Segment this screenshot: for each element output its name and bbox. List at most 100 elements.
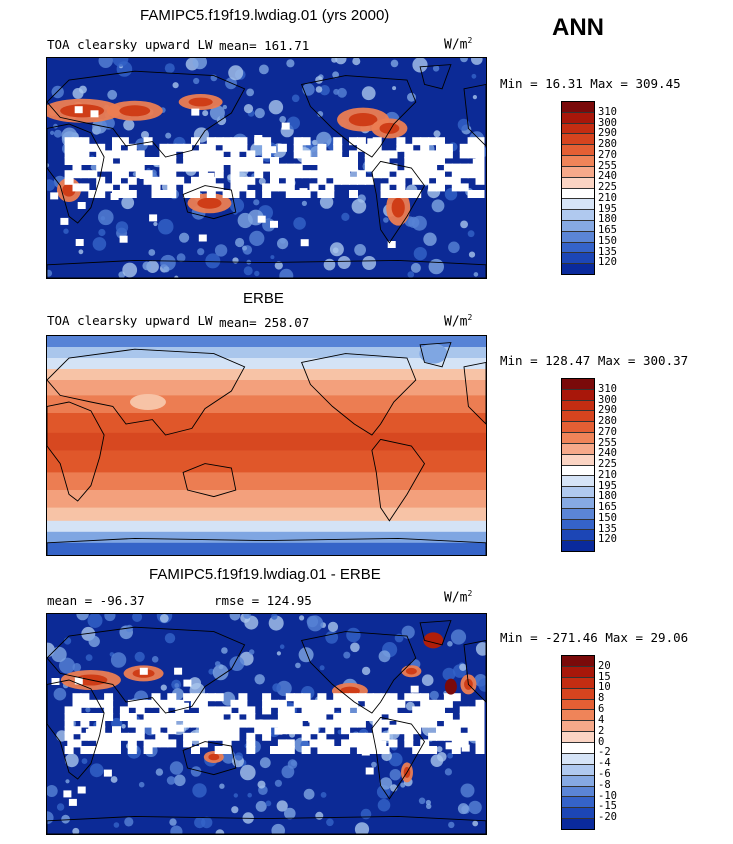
panel-3-min-max: Min = -271.46 Max = 29.06 bbox=[500, 630, 689, 645]
colorbar-swatch bbox=[562, 156, 594, 167]
colorbar-swatch bbox=[562, 134, 594, 146]
colorbar-tick-label: 135 bbox=[598, 522, 617, 535]
panel-2-min-max: Min = 128.47 Max = 300.37 bbox=[500, 353, 689, 368]
colorbar-swatch bbox=[562, 677, 594, 689]
colorbar-swatch bbox=[562, 775, 594, 787]
colorbar-tick-label: 290 bbox=[598, 127, 617, 140]
colorbar-tick-label: -10 bbox=[598, 789, 617, 802]
colorbar-swatch bbox=[562, 699, 594, 711]
colorbar-tick-label: 6 bbox=[598, 703, 605, 716]
colorbar-tick-label: 20 bbox=[598, 659, 611, 672]
colorbar-tick-label: 280 bbox=[598, 415, 617, 427]
colorbar-swatch bbox=[562, 797, 594, 809]
colorbar-swatch bbox=[562, 389, 594, 401]
colorbar-tick-label: -15 bbox=[598, 800, 617, 813]
colorbar-swatch bbox=[562, 656, 594, 667]
panel-1-mean: mean= 161.71 bbox=[219, 38, 310, 53]
colorbar-swatch bbox=[562, 422, 594, 434]
colorbar-tick-label: 280 bbox=[598, 138, 617, 150]
colorbar-swatch bbox=[562, 123, 594, 135]
colorbar-tick-label: -20 bbox=[598, 811, 617, 824]
colorbar-swatch bbox=[562, 819, 594, 829]
colorbar-swatch bbox=[562, 497, 594, 509]
colorbar-swatch bbox=[562, 519, 594, 531]
colorbar-tick-label: 255 bbox=[598, 436, 617, 449]
colorbar-tick-label: 300 bbox=[598, 393, 617, 406]
colorbar-tick-label: 180 bbox=[598, 213, 617, 226]
colorbar-swatch bbox=[562, 454, 594, 466]
panel-2-colorbar bbox=[561, 378, 595, 552]
panel-1-map bbox=[46, 57, 487, 279]
colorbar-tick-label: 180 bbox=[598, 490, 617, 503]
colorbar-tick-label: 135 bbox=[598, 245, 617, 258]
season-label: ANN bbox=[552, 14, 604, 41]
colorbar-tick-label: 270 bbox=[598, 425, 617, 438]
panel-1-colorbar bbox=[561, 101, 595, 275]
colorbar-tick-label: 210 bbox=[598, 191, 617, 204]
colorbar-swatch bbox=[562, 199, 594, 211]
colorbar-swatch bbox=[562, 242, 594, 254]
colorbar-swatch bbox=[562, 102, 594, 113]
colorbar-tick-label: 270 bbox=[598, 148, 617, 161]
colorbar-swatch bbox=[562, 808, 594, 820]
colorbar-swatch bbox=[562, 487, 594, 498]
colorbar-swatch bbox=[562, 411, 594, 423]
colorbar-swatch bbox=[562, 166, 594, 178]
colorbar-tick-label: 120 bbox=[598, 256, 617, 269]
colorbar-swatch bbox=[562, 112, 594, 124]
panel-3-rmse: rmse = 124.95 bbox=[214, 593, 312, 608]
colorbar-tick-label: 300 bbox=[598, 116, 617, 129]
colorbar-swatch bbox=[562, 688, 594, 700]
colorbar-swatch bbox=[562, 508, 594, 520]
colorbar-tick-label: 2 bbox=[598, 724, 605, 737]
colorbar-swatch bbox=[562, 253, 594, 265]
colorbar-swatch bbox=[562, 220, 594, 232]
colorbar-swatch bbox=[562, 786, 594, 798]
colorbar-tick-label: 150 bbox=[598, 511, 617, 524]
panel-1-title: FAMIPC5.f19f19.lwdiag.01 (yrs 2000) bbox=[140, 7, 390, 24]
panel-3-mean: mean = -96.37 bbox=[47, 593, 145, 608]
colorbar-swatch bbox=[562, 743, 594, 754]
colorbar-tick-label: 255 bbox=[598, 159, 617, 172]
colorbar-tick-label: 195 bbox=[598, 202, 617, 215]
colorbar-tick-label: -6 bbox=[598, 767, 611, 780]
colorbar-swatch bbox=[562, 188, 594, 200]
colorbar-swatch bbox=[562, 177, 594, 189]
colorbar-swatch bbox=[562, 400, 594, 412]
colorbar-tick-label: -8 bbox=[598, 778, 611, 791]
colorbar-tick-label: 165 bbox=[598, 224, 617, 236]
colorbar-tick-label: 210 bbox=[598, 468, 617, 481]
colorbar-tick-label: 150 bbox=[598, 234, 617, 247]
colorbar-tick-label: 240 bbox=[598, 447, 617, 460]
colorbar-swatch bbox=[562, 231, 594, 243]
panel-2-title: ERBE bbox=[243, 290, 284, 307]
colorbar-swatch bbox=[562, 465, 594, 477]
panel-2-map bbox=[46, 335, 487, 556]
colorbar-swatch bbox=[562, 264, 594, 274]
colorbar-tick-label: 10 bbox=[598, 681, 611, 694]
panel-1-units: W/m2 bbox=[444, 36, 473, 53]
colorbar-tick-label: 310 bbox=[598, 105, 617, 118]
panel-2-units: W/m2 bbox=[444, 313, 473, 330]
panel-1-variable: TOA clearsky upward LW bbox=[47, 37, 213, 52]
colorbar-swatch bbox=[562, 710, 594, 722]
colorbar-swatch bbox=[562, 666, 594, 678]
panel-3-title: FAMIPC5.f19f19.lwdiag.01 - ERBE bbox=[149, 566, 381, 583]
colorbar-tick-label: 225 bbox=[598, 458, 617, 470]
colorbar-tick-label: 0 bbox=[598, 735, 605, 748]
colorbar-tick-label: 225 bbox=[598, 181, 617, 193]
colorbar-tick-label: 165 bbox=[598, 501, 617, 513]
colorbar-tick-label: 15 bbox=[598, 670, 611, 683]
panel-3-units: W/m2 bbox=[444, 589, 473, 606]
colorbar-swatch bbox=[562, 379, 594, 390]
panel-1-min-max: Min = 16.31 Max = 309.45 bbox=[500, 76, 681, 91]
panel-2-variable: TOA clearsky upward LW bbox=[47, 313, 213, 328]
colorbar-tick-label: 8 bbox=[598, 692, 605, 705]
colorbar-swatch bbox=[562, 721, 594, 733]
colorbar-swatch bbox=[562, 732, 594, 743]
colorbar-swatch bbox=[562, 145, 594, 157]
panel-3-colorbar bbox=[561, 655, 595, 830]
colorbar-swatch bbox=[562, 541, 594, 551]
colorbar-tick-label: 120 bbox=[598, 533, 617, 546]
colorbar-tick-label: 290 bbox=[598, 404, 617, 417]
